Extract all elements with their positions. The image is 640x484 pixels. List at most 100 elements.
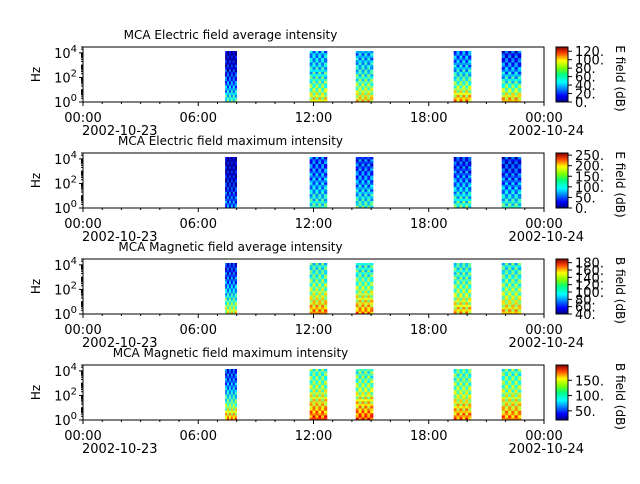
heatmap-cell — [228, 413, 232, 416]
heatmap-cell — [459, 276, 463, 280]
heatmap-cell — [309, 281, 313, 285]
heatmap-cell — [355, 300, 359, 303]
heatmap-cell — [364, 403, 368, 407]
heatmap-cell — [514, 175, 519, 179]
heatmap-cell — [232, 304, 236, 308]
heatmap-cell — [465, 293, 469, 296]
heatmap-cell — [465, 189, 469, 193]
heatmap-cell — [309, 288, 313, 292]
heatmap-cell — [361, 175, 365, 179]
heatmap-cell — [504, 408, 509, 412]
heatmap-cell — [355, 311, 359, 315]
heatmap-cell — [453, 60, 457, 63]
heatmap-cell — [225, 413, 228, 416]
heatmap-cell — [355, 64, 359, 68]
heatmap-cell — [227, 69, 230, 73]
heatmap-cell — [230, 304, 234, 308]
heatmap-cell — [456, 175, 460, 179]
heatmap-cell — [312, 51, 316, 54]
heatmap-cell — [228, 290, 232, 294]
heatmap-cell — [370, 53, 374, 56]
heatmap-cell — [361, 64, 365, 68]
heatmap-cell — [230, 166, 234, 169]
heatmap-cell — [514, 297, 519, 301]
heatmap-cell — [309, 300, 313, 303]
heatmap-cell — [370, 57, 374, 61]
heatmap-cell — [504, 403, 509, 407]
heatmap-cell — [318, 161, 322, 165]
heatmap-cell — [312, 175, 316, 179]
heatmap-cell — [309, 57, 313, 61]
spectrogram-segment — [501, 369, 522, 421]
heatmap-cell — [370, 417, 374, 421]
heatmap-cell — [504, 302, 509, 306]
heatmap-cell — [501, 380, 506, 384]
heatmap-cell — [459, 274, 463, 278]
heatmap-cell — [315, 64, 319, 68]
panel-4: MCA Magnetic field maximum intensity1001… — [29, 346, 627, 457]
heatmap-cell — [234, 53, 237, 56]
heatmap-cell — [370, 205, 374, 209]
heatmap-cell — [504, 417, 509, 421]
heatmap-cell — [230, 382, 234, 386]
heatmap-cell — [315, 159, 319, 162]
colorbar-tick-label: 20. — [575, 88, 596, 103]
heatmap-cell — [459, 92, 463, 96]
heatmap-cell — [367, 293, 371, 296]
heatmap-cell — [508, 166, 512, 169]
heatmap-cell — [225, 394, 228, 398]
heatmap-cell — [468, 410, 472, 414]
heatmap-cell — [462, 159, 466, 162]
heatmap-cell — [361, 57, 365, 61]
heatmap-cell — [511, 175, 515, 179]
heatmap-cell — [364, 394, 368, 398]
heatmap-cell — [315, 81, 319, 84]
heatmap-cell — [227, 269, 230, 273]
heatmap-cell — [364, 157, 368, 160]
heatmap-cell — [358, 69, 362, 73]
heatmap-cell — [225, 159, 228, 162]
heatmap-cell — [312, 272, 316, 275]
heatmap-cell — [361, 373, 365, 377]
heatmap-cell — [315, 95, 319, 98]
heatmap-cell — [225, 283, 228, 287]
heatmap-cell — [315, 406, 319, 409]
heatmap-cell — [468, 371, 472, 374]
heatmap-cell — [361, 170, 365, 174]
heatmap-cell — [312, 184, 316, 188]
heatmap-cell — [459, 311, 463, 315]
heatmap-cell — [232, 170, 236, 174]
colorbar-label: E field (dB) — [613, 45, 627, 111]
heatmap-cell — [462, 166, 466, 169]
heatmap-cell — [517, 286, 522, 289]
heatmap-cell — [309, 279, 313, 282]
heatmap-cell — [358, 83, 362, 87]
heatmap-cell — [465, 385, 469, 388]
heatmap-cell — [367, 417, 371, 421]
heatmap-cell — [232, 413, 236, 416]
heatmap-cell — [321, 307, 325, 310]
heatmap-cell — [364, 97, 368, 100]
x-tick-label: 00:00 — [64, 217, 101, 232]
heatmap-cell — [361, 71, 365, 75]
heatmap-cell — [312, 97, 316, 100]
heatmap-cell — [234, 293, 237, 296]
panel-1: MCA Electric field average intensity1001… — [29, 28, 627, 139]
heatmap-cell — [511, 180, 515, 183]
spectrogram-segment — [309, 369, 328, 421]
heatmap-cell — [358, 92, 362, 96]
heatmap-cell — [324, 309, 328, 312]
heatmap-cell — [514, 382, 519, 386]
heatmap-cell — [459, 189, 463, 193]
heatmap-cell — [232, 300, 236, 303]
heatmap-cell — [315, 371, 319, 374]
heatmap-cell — [514, 180, 519, 183]
heatmap-cell — [321, 286, 325, 289]
colorbar-tick-label: 50. — [575, 405, 596, 420]
heatmap-cell — [361, 203, 365, 206]
heatmap-cell — [462, 307, 466, 310]
heatmap-cell — [225, 157, 228, 160]
heatmap-cell — [309, 85, 313, 89]
heatmap-cell — [309, 311, 313, 315]
colorbar-tick-label: 120. — [575, 45, 604, 60]
